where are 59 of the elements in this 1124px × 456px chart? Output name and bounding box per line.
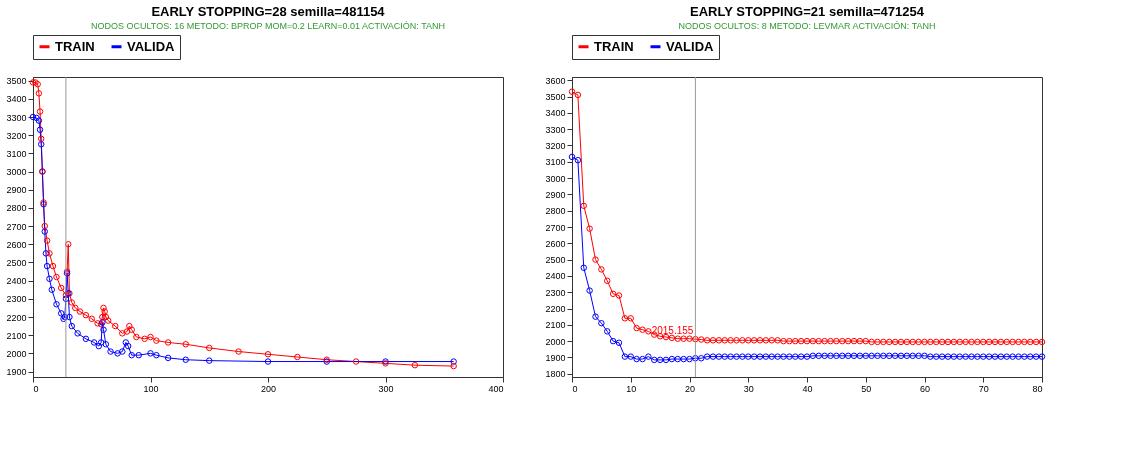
chart-title: EARLY STOPPING=28 semilla=481154	[151, 3, 386, 19]
x-tick-label: 100	[143, 383, 159, 394]
x-tick-label: 70	[978, 383, 989, 394]
chart-subtitle: NODOS OCULTOS: 8 METODO: LEVMAR ACTIVACIÓN: TANH	[678, 20, 936, 31]
x-tick-label: 50	[861, 383, 872, 394]
legend-label: VALIDA	[666, 38, 715, 54]
y-tick-label: 3200	[6, 130, 27, 141]
y-tick-label: 2500	[545, 255, 566, 266]
y-tick-label: 3600	[545, 75, 566, 86]
y-tick-label: 3400	[545, 108, 566, 119]
y-tick-label: 2400	[6, 276, 27, 287]
x-tick-label: 40	[802, 383, 813, 394]
y-tick-label: 2100	[6, 330, 27, 341]
chart-subtitle: NODOS OCULTOS: 16 METODO: BPROP MOM=0.2 LEARN=0.01 ACTIVACIÓN: TANH	[91, 20, 445, 31]
y-tick-label: 3200	[545, 140, 566, 151]
y-tick-label: 2700	[6, 221, 27, 232]
y-tick-label: 2800	[545, 206, 566, 217]
y-tick-label: 3500	[545, 92, 566, 103]
y-tick-label: 3000	[545, 173, 566, 184]
legend-label: TRAIN	[55, 38, 95, 54]
x-tick-label: 200	[260, 383, 277, 394]
annotation: 2015.155	[651, 324, 694, 336]
legend-label: TRAIN	[594, 38, 634, 54]
legend-label: VALIDA	[127, 38, 176, 54]
y-tick-label: 3500	[6, 76, 27, 87]
y-tick-label: 3300	[545, 124, 566, 135]
y-tick-label: 2800	[6, 203, 27, 214]
x-tick-label: 30	[743, 383, 754, 394]
y-tick-label: 3300	[6, 112, 27, 123]
y-tick-label: 3400	[6, 94, 27, 105]
y-tick-label: 2600	[545, 238, 566, 249]
y-tick-label: 2600	[6, 239, 27, 250]
y-tick-label: 2300	[545, 287, 566, 298]
y-tick-label: 2000	[6, 348, 27, 359]
x-tick-label: 10	[626, 383, 637, 394]
x-tick-label: 20	[684, 383, 696, 394]
y-tick-label: 2400	[545, 271, 566, 282]
y-tick-label: 1900	[6, 367, 27, 378]
y-tick-label: 1900	[545, 352, 566, 363]
y-tick-label: 2700	[545, 222, 566, 233]
x-tick-label: 400	[488, 383, 504, 394]
x-tick-label: 80	[1032, 383, 1043, 394]
x-tick-label: 0	[33, 383, 39, 394]
chart-title: EARLY STOPPING=21 semilla=471254	[690, 3, 925, 19]
y-tick-label: 2300	[6, 294, 27, 305]
y-tick-label: 3000	[6, 167, 27, 178]
y-tick-label: 3100	[545, 157, 566, 168]
y-tick-label: 2900	[6, 185, 27, 196]
y-tick-label: 3100	[6, 148, 27, 159]
y-tick-label: 2200	[545, 304, 566, 315]
y-tick-label: 1800	[545, 369, 566, 380]
y-tick-label: 2500	[6, 257, 27, 268]
y-tick-label: 2200	[6, 312, 27, 323]
y-tick-label: 2100	[545, 320, 566, 331]
x-tick-label: 300	[378, 383, 394, 394]
y-tick-label: 2900	[545, 189, 566, 200]
x-tick-label: 0	[572, 383, 578, 394]
y-tick-label: 2000	[545, 336, 566, 347]
x-tick-label: 60	[919, 383, 931, 394]
